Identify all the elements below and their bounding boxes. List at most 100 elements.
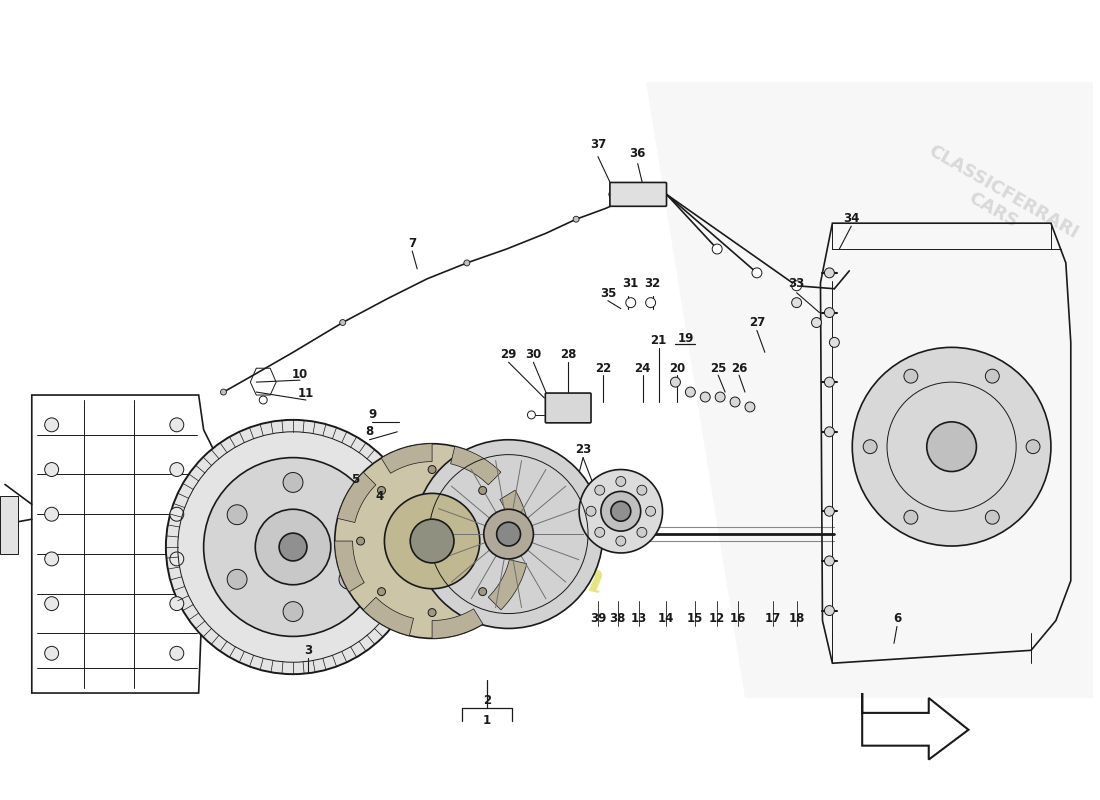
Circle shape — [384, 494, 480, 589]
FancyBboxPatch shape — [546, 393, 591, 423]
Circle shape — [45, 507, 58, 521]
FancyBboxPatch shape — [0, 496, 18, 554]
Text: CLASSICFERRARI
CARS: CLASSICFERRARI CARS — [915, 142, 1081, 261]
Circle shape — [715, 392, 725, 402]
Text: 15: 15 — [688, 612, 704, 625]
Circle shape — [428, 609, 436, 617]
Text: 10: 10 — [292, 368, 308, 381]
Circle shape — [792, 298, 802, 308]
Circle shape — [497, 522, 520, 546]
Circle shape — [752, 268, 762, 278]
Circle shape — [812, 318, 822, 327]
Circle shape — [852, 347, 1050, 546]
Text: 12: 12 — [710, 612, 725, 625]
Circle shape — [45, 462, 58, 477]
Circle shape — [415, 440, 603, 629]
Text: 36: 36 — [629, 147, 646, 160]
Text: 14: 14 — [658, 612, 673, 625]
Circle shape — [464, 260, 470, 266]
Circle shape — [927, 422, 977, 471]
Circle shape — [595, 486, 605, 495]
Text: 16: 16 — [729, 612, 746, 625]
Circle shape — [339, 505, 359, 525]
Text: 30: 30 — [526, 348, 541, 361]
Text: 39: 39 — [590, 612, 606, 625]
Text: 22: 22 — [595, 362, 612, 374]
Circle shape — [636, 191, 641, 198]
Circle shape — [45, 418, 58, 432]
Wedge shape — [488, 560, 527, 610]
Text: 25: 25 — [710, 362, 726, 374]
Text: a passion: a passion — [385, 516, 608, 602]
Wedge shape — [432, 609, 483, 638]
Circle shape — [829, 338, 839, 347]
Text: 38: 38 — [609, 612, 626, 625]
Text: 3: 3 — [304, 644, 312, 657]
Text: 33: 33 — [789, 278, 805, 290]
Circle shape — [356, 537, 364, 545]
Circle shape — [410, 519, 454, 563]
Text: 32: 32 — [645, 278, 661, 290]
Circle shape — [792, 281, 802, 290]
Circle shape — [169, 418, 184, 432]
Circle shape — [527, 411, 536, 419]
Text: 28: 28 — [560, 348, 576, 361]
Text: 24: 24 — [635, 362, 651, 374]
Circle shape — [617, 190, 625, 198]
Circle shape — [904, 510, 917, 524]
Text: 2: 2 — [483, 694, 491, 707]
Circle shape — [260, 396, 267, 404]
Circle shape — [626, 298, 636, 308]
Circle shape — [824, 427, 835, 437]
Circle shape — [283, 473, 302, 492]
Circle shape — [986, 510, 999, 524]
Text: 29: 29 — [500, 348, 517, 361]
Circle shape — [712, 244, 722, 254]
Circle shape — [220, 389, 227, 395]
Circle shape — [377, 486, 385, 494]
Text: 26: 26 — [730, 362, 747, 374]
Text: 34: 34 — [843, 212, 859, 225]
Circle shape — [671, 377, 681, 387]
Circle shape — [864, 440, 877, 454]
Text: 27: 27 — [749, 316, 764, 329]
Circle shape — [586, 506, 596, 516]
Text: 11: 11 — [298, 386, 315, 399]
Circle shape — [646, 298, 656, 308]
Circle shape — [45, 597, 58, 610]
Text: 7: 7 — [408, 237, 416, 250]
Circle shape — [45, 646, 58, 660]
Circle shape — [484, 510, 534, 559]
Circle shape — [377, 588, 385, 595]
Text: 8: 8 — [365, 426, 374, 438]
Circle shape — [279, 533, 307, 561]
Text: 1: 1 — [483, 714, 491, 727]
Circle shape — [573, 216, 579, 222]
Text: 6: 6 — [893, 612, 901, 625]
Circle shape — [904, 369, 917, 383]
Circle shape — [228, 505, 248, 525]
Text: 4: 4 — [375, 490, 384, 503]
Circle shape — [986, 369, 999, 383]
Circle shape — [609, 190, 617, 198]
Text: 31: 31 — [623, 278, 639, 290]
Circle shape — [745, 402, 755, 412]
FancyBboxPatch shape — [609, 182, 667, 206]
Text: 17: 17 — [764, 612, 781, 625]
Circle shape — [824, 556, 835, 566]
Circle shape — [283, 602, 302, 622]
Wedge shape — [382, 444, 432, 474]
Circle shape — [637, 486, 647, 495]
Circle shape — [824, 377, 835, 387]
Circle shape — [499, 537, 507, 545]
Circle shape — [204, 458, 383, 637]
Circle shape — [169, 646, 184, 660]
Wedge shape — [334, 541, 364, 592]
Circle shape — [646, 506, 656, 516]
Text: 5: 5 — [352, 473, 360, 486]
Circle shape — [595, 527, 605, 538]
Text: 18: 18 — [789, 612, 805, 625]
Text: 20: 20 — [669, 362, 685, 374]
Wedge shape — [338, 472, 376, 522]
Polygon shape — [646, 82, 1092, 698]
